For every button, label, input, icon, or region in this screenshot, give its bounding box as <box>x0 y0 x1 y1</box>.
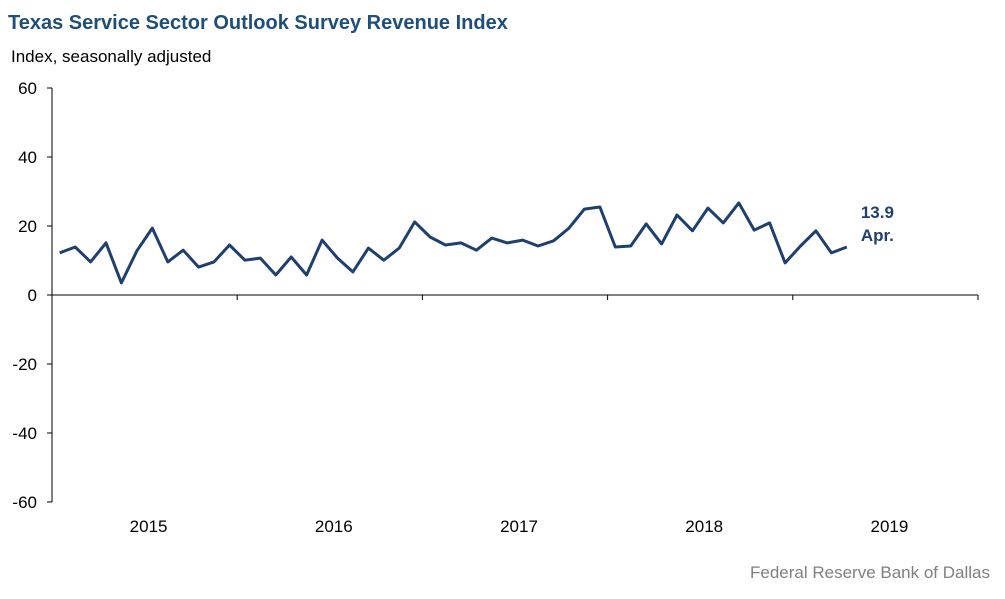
y-tick-label: 20 <box>18 217 37 236</box>
value-label: 13.9 <box>861 203 894 222</box>
chart-title: Texas Service Sector Outlook Survey Reve… <box>8 12 508 34</box>
x-tick-label: 2017 <box>500 517 538 536</box>
chart-subtitle: Index, seasonally adjusted <box>11 47 211 66</box>
annotation: Apr. <box>861 226 894 245</box>
y-tick-label: 60 <box>18 79 37 98</box>
x-tick-label: 2018 <box>685 517 723 536</box>
y-tick-label: -40 <box>12 424 37 443</box>
y-tick-label: 40 <box>18 148 37 167</box>
source: Federal Reserve Bank of Dallas <box>750 563 990 582</box>
x-tick-label: 2015 <box>130 517 168 536</box>
line-series <box>59 201 848 285</box>
x-tick-label: 2016 <box>315 517 353 536</box>
y-tick-label: -20 <box>12 355 37 374</box>
y-tick-label: -60 <box>12 493 37 512</box>
x-tick-label: 2019 <box>870 517 908 536</box>
y-tick-label: 0 <box>28 286 37 305</box>
